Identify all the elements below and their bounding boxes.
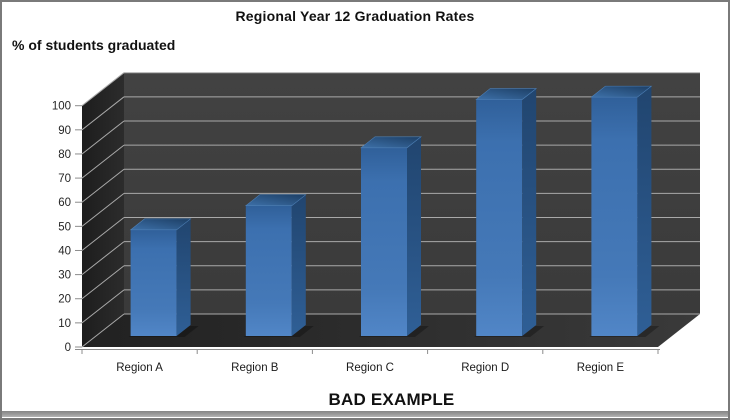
category-label: Region A xyxy=(116,362,163,374)
gridline-diagonal xyxy=(81,289,125,324)
y-tick-label: 0 xyxy=(65,342,71,354)
bar-side xyxy=(407,136,421,336)
y-tick-label: 40 xyxy=(58,245,71,257)
y-tick-label: 90 xyxy=(58,125,71,137)
y-tick-label: 20 xyxy=(58,294,71,306)
category-label: Region E xyxy=(577,362,625,374)
gridline-diagonal xyxy=(81,120,125,155)
y-tick-label: 60 xyxy=(58,197,71,209)
y-tick-label: 10 xyxy=(58,318,71,330)
gridline-diagonal xyxy=(81,241,125,276)
bar-side xyxy=(176,218,191,336)
bar-front-4 xyxy=(476,99,523,336)
bar-top xyxy=(590,85,653,98)
y-axis-title: % of students graduated xyxy=(12,37,176,53)
category-label: Region B xyxy=(231,362,279,374)
bar-top xyxy=(129,218,192,231)
chart-title: Regional Year 12 Graduation Rates xyxy=(235,8,475,24)
bar-side xyxy=(291,194,306,336)
bar-side xyxy=(637,86,652,336)
bar-front-1 xyxy=(130,229,177,336)
bar-side xyxy=(522,88,537,336)
bar-top xyxy=(475,88,538,100)
gridline-diagonal xyxy=(81,265,125,300)
gridline-diagonal xyxy=(81,96,125,131)
y-tick-label: 30 xyxy=(58,270,71,282)
y-tick-label: 70 xyxy=(58,173,71,185)
y-tick-label: 50 xyxy=(58,221,71,233)
gridline-diagonal xyxy=(81,72,125,107)
gridline-diagonal xyxy=(81,217,125,251)
category-label: Region C xyxy=(346,362,394,374)
bar-front-2 xyxy=(245,205,292,336)
gridline-diagonal xyxy=(81,168,125,203)
y-tick-label: 80 xyxy=(58,149,71,161)
bar-front-5 xyxy=(591,97,638,336)
gridline-diagonal xyxy=(81,313,125,348)
category-label: Region D xyxy=(461,362,509,374)
gridline-diagonal xyxy=(81,144,125,179)
y-tick-label: 100 xyxy=(52,101,71,113)
plot-area: 0 10 20 30 40 50 60 70 80 90 100 Region A Region B Re… xyxy=(52,72,700,374)
caption-bad-example: BAD EXAMPLE xyxy=(328,390,455,409)
bar-top xyxy=(360,136,422,149)
bar-front-3 xyxy=(361,147,407,336)
gridline-diagonal xyxy=(81,192,125,227)
bar-top xyxy=(244,194,307,206)
bottom-edge-bar xyxy=(2,411,728,417)
